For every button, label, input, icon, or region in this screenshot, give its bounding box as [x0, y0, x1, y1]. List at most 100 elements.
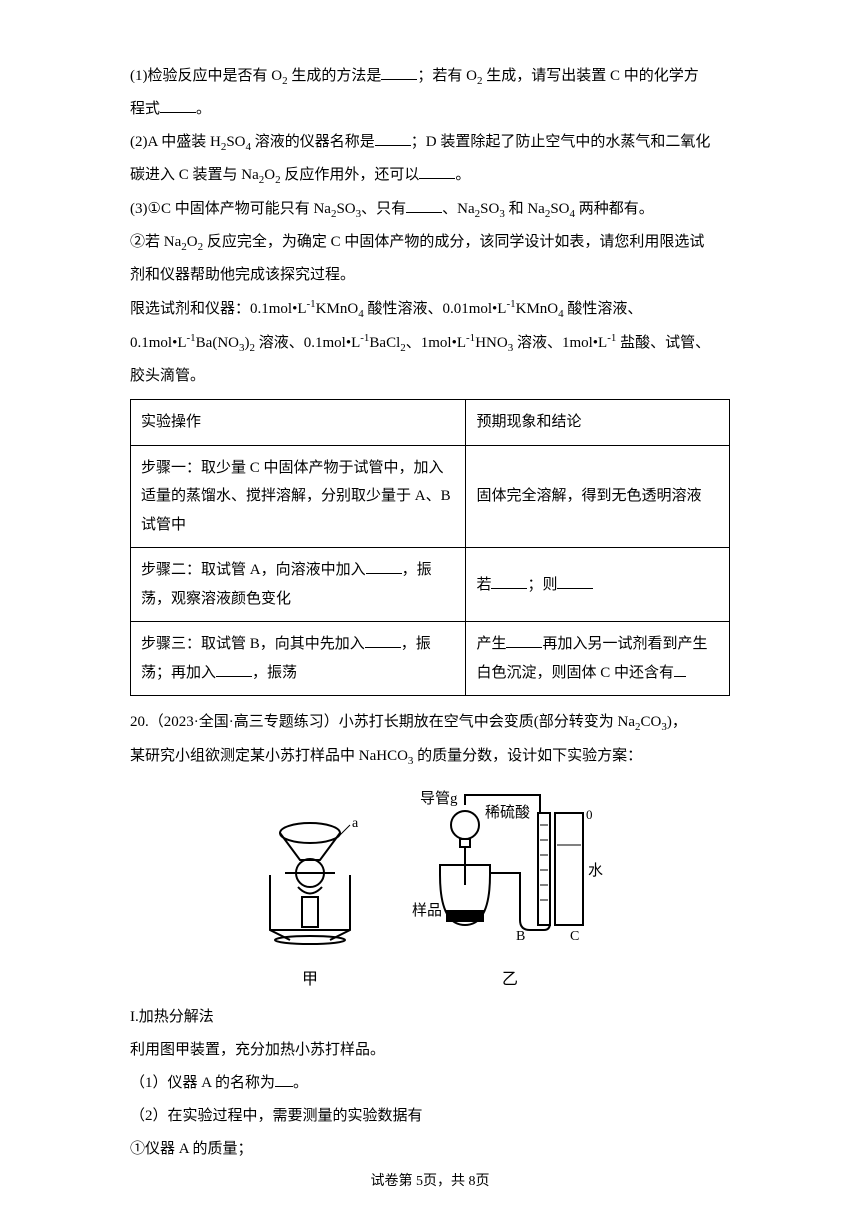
text: KMnO	[516, 301, 559, 317]
text: 产生	[476, 636, 506, 652]
step3-op: 步骤三：取试管 B，向其中先加入，振荡；再加入，振荡	[131, 622, 466, 696]
text: ；则	[527, 577, 557, 593]
blank	[406, 198, 442, 213]
text: 。	[293, 1075, 308, 1091]
tail-l2: 利用图甲装置，充分加热小苏打样品。	[130, 1034, 730, 1067]
text: 。	[196, 101, 211, 117]
text: 20.（2023·全国·高三专题练习）小苏打长期放在空气中会变质(部分转变为 N…	[130, 714, 635, 730]
blank	[375, 131, 411, 146]
tail-l3: （1）仪器 A 的名称为。	[130, 1067, 730, 1100]
q3-line2: ②若 Na2O2 反应完全，为确定 C 中固体产物的成分，该同学设计如表，请您利…	[130, 226, 730, 259]
text: 某研究小组欲测定某小苏打样品中 NaHCO	[130, 748, 408, 764]
text: 两种都有。	[575, 201, 654, 217]
text: 反应完全，为确定 C 中固体产物的成分，该同学设计如表，请您利用限选试	[203, 234, 704, 250]
q2-line2: 碳进入 C 装置与 Na2O2 反应作用外，还可以。	[130, 159, 730, 192]
table-row-header: 实验操作 预期现象和结论	[131, 400, 730, 446]
q2-line1: (2)A 中盛装 H2SO4 溶液的仪器名称是；D 装置除起了防止空气中的水蒸气…	[130, 126, 730, 159]
text: 溶液的仪器名称是	[251, 134, 375, 150]
label-B: B	[516, 929, 525, 944]
label-0: 0	[586, 807, 593, 822]
text: 反应作用外，还可以	[281, 167, 420, 183]
text: 步骤三：取试管 B，向其中先加入	[141, 636, 365, 652]
text: 0.1mol•L	[130, 335, 187, 351]
header-result: 预期现象和结论	[466, 400, 730, 446]
text: 溶液、0.1mol•L	[255, 335, 360, 351]
table-row: 步骤二：取试管 A，向溶液中加入，振荡，观察溶液颜色变化 若 ；则	[131, 548, 730, 622]
text: O	[187, 234, 198, 250]
blank	[216, 662, 252, 677]
header-operation: 实验操作	[131, 400, 466, 446]
table-row: 步骤三：取试管 B，向其中先加入，振荡；再加入，振荡 产生再加入另一试剂看到产生…	[131, 622, 730, 696]
text: 溶液、1mol•L	[513, 335, 607, 351]
sup: -1	[607, 332, 616, 344]
blank	[674, 662, 686, 677]
tail-l5: ①仪器 A 的质量；	[130, 1133, 730, 1166]
q3-line1: (3)①C 中固体产物可能只有 Na2SO3、只有、Na2SO3 和 Na2SO…	[130, 193, 730, 226]
text: HNO	[475, 335, 508, 351]
table-row: 步骤一：取少量 C 中固体产物于试管中，加入适量的蒸馏水、搅拌溶解，分别取少量于…	[131, 445, 730, 548]
step2-op: 步骤二：取试管 A，向溶液中加入，振荡，观察溶液颜色变化	[131, 548, 466, 622]
text: 限选试剂和仪器：0.1mol•L	[130, 301, 307, 317]
step2-res: 若 ；则	[466, 548, 730, 622]
figure-row: a 甲 导管g 稀硫酸 样品 0 水	[130, 785, 730, 997]
text: 、只有	[361, 201, 406, 217]
sup: -1	[506, 298, 515, 310]
text: KMnO	[316, 301, 359, 317]
text: BaCl	[369, 335, 400, 351]
text: Ba(NO	[196, 335, 239, 351]
text: SO	[226, 134, 245, 150]
text: 碳进入 C 装置与 Na	[130, 167, 259, 183]
text: ，振荡	[252, 665, 297, 681]
label-g: 导管g	[420, 790, 458, 807]
label-water: 水	[588, 862, 603, 879]
text: 生成，请写出装置 C 中的化学方	[482, 68, 698, 84]
step3-res: 产生再加入另一试剂看到产生白色沉淀，则固体 C 中还含有	[466, 622, 730, 696]
text: )，	[667, 714, 687, 730]
text: 。	[455, 167, 470, 183]
q3-line3: 限选试剂和仪器：0.1mol•L-1KMnO4 酸性溶液、0.01mol•L-1…	[130, 292, 730, 326]
text: 和 Na	[505, 201, 545, 217]
caption-jia: 甲	[250, 962, 370, 997]
q20-line1: 20.（2023·全国·高三专题练习）小苏打长期放在空气中会变质(部分转变为 N…	[130, 706, 730, 739]
text: 步骤二：取试管 A，向溶液中加入	[141, 562, 366, 578]
q3-line4: 0.1mol•L-1Ba(NO3)2 溶液、0.1mol•L-1BaCl2、1m…	[130, 326, 730, 360]
experiment-table: 实验操作 预期现象和结论 步骤一：取少量 C 中固体产物于试管中，加入适量的蒸馏…	[130, 399, 730, 696]
text: 盐酸、试管、	[616, 335, 710, 351]
blank	[365, 633, 401, 648]
step1-res: 固体完全溶解，得到无色透明溶液	[466, 445, 730, 548]
text: (3)①C 中固体产物可能只有 Na	[130, 201, 331, 217]
text: 程式	[130, 101, 160, 117]
step1-op: 步骤一：取少量 C 中固体产物于试管中，加入适量的蒸馏水、搅拌溶解，分别取少量于…	[131, 445, 466, 548]
text: ②若 Na	[130, 234, 181, 250]
q3-line4b: 胶头滴管。	[130, 360, 730, 393]
q1-line2: 程式 。	[130, 93, 730, 126]
figure-yi: 导管g 稀硫酸 样品 0 水 B C 乙	[410, 785, 610, 997]
blank	[366, 559, 402, 574]
blank	[557, 574, 593, 589]
q20-line2: 某研究小组欲测定某小苏打样品中 NaHCO3 的质量分数，设计如下实验方案：	[130, 740, 730, 773]
tail-l4: （2）在实验过程中，需要测量的实验数据有	[130, 1100, 730, 1133]
caption-yi: 乙	[410, 962, 610, 997]
text: SO	[550, 201, 569, 217]
text: 、1mol•L	[406, 335, 466, 351]
text: CO	[640, 714, 661, 730]
label-a: a	[352, 816, 359, 831]
text: 若	[476, 577, 491, 593]
sup: -1	[187, 332, 196, 344]
figure-jia: a 甲	[250, 815, 370, 997]
text: O	[264, 167, 275, 183]
text: SO	[480, 201, 499, 217]
tail-l1: I.加热分解法	[130, 1001, 730, 1034]
text: SO	[336, 201, 355, 217]
sup: -1	[466, 332, 475, 344]
text: 的质量分数，设计如下实验方案：	[413, 748, 642, 764]
sup: -1	[307, 298, 316, 310]
apparatus-yi-icon: 导管g 稀硫酸 样品 0 水 B C	[410, 785, 610, 945]
label-sample: 样品	[412, 902, 442, 919]
q1-line1: (1)检验反应中是否有 O2 生成的方法是；若有 O2 生成，请写出装置 C 中…	[130, 60, 730, 93]
blank	[491, 574, 527, 589]
label-acid: 稀硫酸	[485, 804, 530, 821]
blank	[160, 98, 196, 113]
blank	[419, 164, 455, 179]
blank	[506, 633, 542, 648]
